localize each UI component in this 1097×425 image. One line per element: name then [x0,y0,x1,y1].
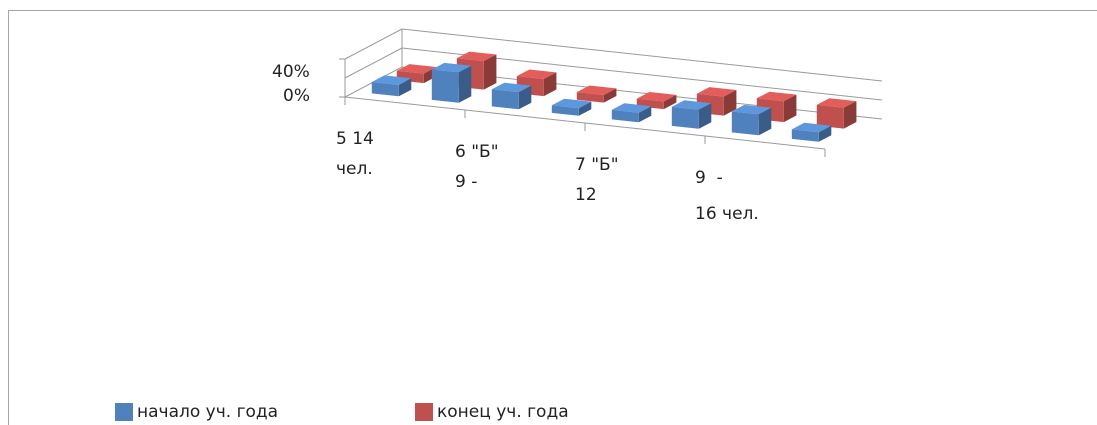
bar-start-7-top [731,104,772,115]
legend-label-series-2: конец уч. года [437,402,569,422]
side-wall-gridline-2 [344,28,403,60]
x-tick-label-3-line1: 7 "Б" [575,155,619,175]
bar-end-7-top [756,91,797,102]
bar-start-6-side [698,103,712,129]
bar-end-4-top [576,85,617,95]
bar-end-3-top [516,69,557,79]
bar-end-2-top [456,51,497,62]
bar-start-3-front [491,89,519,110]
bar-start-5-side [638,106,652,123]
x-tick-label-3-line2: 12 [575,185,597,205]
bar-start-6-front [671,106,699,129]
bar-end-4-side [603,88,617,103]
bar-end-8-top [816,98,857,108]
bar-start-8-side [818,125,832,142]
x-tick-label-4-line2: 16 чел. [695,204,759,224]
x-tick-label-2-line2: 9 - [455,172,478,192]
bar-start-8-top [791,122,832,133]
bar-end-8-front [816,104,844,129]
bar-start-7-side [758,107,772,136]
bar-end-5-top [636,92,677,102]
bar-start-2-side [458,65,472,103]
x-tick-label-1-line1: 5 14 [336,129,374,149]
legend-swatch-series-2 [415,403,433,421]
bar-end-3-side [543,72,557,97]
bar-start-7-front [731,111,759,136]
x-tick-label-4-line1: 9 - [695,168,723,188]
bar-start-5-front [611,109,639,123]
bar-start-3-top [491,82,532,93]
bar-end-7-side [783,94,797,123]
bar-start-8-front [791,129,819,142]
bar-start-4-side [578,101,592,116]
bar-start-1-top [371,75,412,85]
bar-start-4-top [551,98,592,109]
x-tick-label-2-line1: 6 "Б" [455,142,499,162]
legend-swatch-series-1 [115,403,133,421]
bar-start-2-front [431,69,459,103]
bar-start-1-side [398,78,412,97]
bar-start-4-front [551,105,579,116]
bar-end-8-side [843,101,857,129]
bar-end-1-top [396,64,437,74]
bar-start-2-top [431,62,472,73]
back-wall-gridline-2 [401,28,883,82]
legend-item-series-2: конец уч. года [415,402,569,422]
bar-end-5-side [663,94,677,110]
legend-label-series-1: начало уч. года [137,402,279,422]
bar-start-1-front [371,82,399,97]
bar-start-6-top [671,100,712,110]
y-tick-label-40: 40% [272,62,310,82]
chart-area [8,10,1097,425]
side-wall-gridline-1 [344,47,403,79]
x-tick-label-1-line2: чел. [336,159,373,179]
bar-end-6-top [696,87,737,97]
bar-end-2-side [483,54,497,90]
bar-start-5-top [611,103,652,113]
bar-end-6-side [723,90,737,116]
bar-end-4-front [576,92,604,103]
bar-start-3-side [518,85,532,110]
y-tick-label-0: 0% [283,86,310,106]
legend-item-series-1: начало уч. года [115,402,278,422]
